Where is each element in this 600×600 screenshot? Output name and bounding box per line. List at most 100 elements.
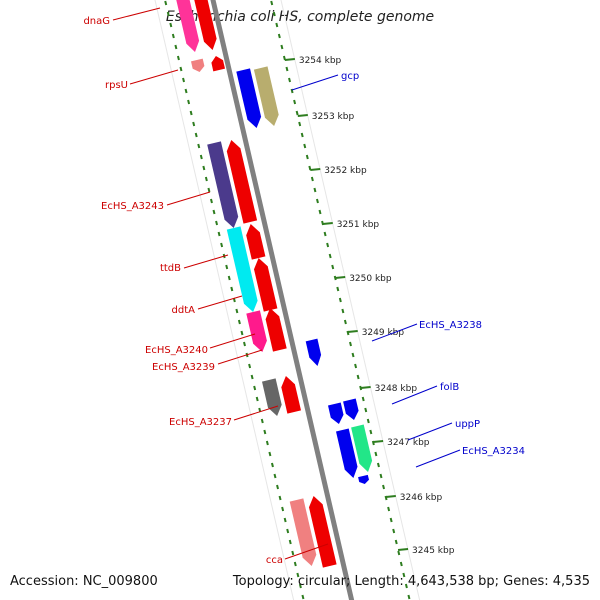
ruler-tick-label: 3248 kbp (375, 384, 418, 394)
gene-uppP-arrow (336, 428, 358, 478)
ruler-tick-label: 3250 kbp (349, 274, 392, 284)
ruler-tick-label: 3251 kbp (337, 220, 380, 230)
left-border-dot (293, 561, 297, 567)
right-border-dot (376, 462, 380, 468)
gene-cca-arrow (309, 496, 337, 568)
right-border-dot (313, 187, 317, 193)
right-border-dot (300, 132, 304, 138)
left-border-dot (273, 473, 277, 479)
right-border-dot (361, 396, 365, 402)
left-border-dot (288, 539, 292, 545)
left-border-dot (278, 495, 282, 501)
right-border-dot (272, 11, 276, 17)
right-border-dot (374, 451, 378, 457)
ruler-tick (297, 114, 308, 117)
left-border-dot (194, 132, 198, 138)
gene-gcp-arrow (236, 68, 262, 128)
gene-EcHS_A3239-arrow (265, 308, 287, 352)
right-border-dot (285, 66, 289, 72)
right-border-dot (280, 44, 284, 50)
gene-label-EcHS_A3237: EcHS_A3237 (169, 417, 232, 428)
ruler-tick-label: 3245 kbp (412, 546, 455, 556)
left-border-dot (255, 396, 259, 402)
right-border-dot (336, 286, 340, 292)
gene-rpsU-arrow (211, 56, 225, 72)
right-border-dot (379, 473, 383, 479)
right-border-dot (310, 176, 314, 182)
left-border-dot (268, 451, 272, 457)
right-border-dot (318, 209, 322, 215)
right-border-dot (275, 22, 279, 28)
left-border-dot (253, 385, 257, 391)
ruler-tick (335, 276, 346, 279)
left-border-dot (230, 286, 234, 292)
gene-label-EcHS_A3240: EcHS_A3240 (145, 345, 208, 356)
left-frame-line (154, 0, 295, 600)
gene-EcHS_A3243-block (207, 141, 239, 228)
genome-backbone (210, 0, 355, 600)
right-border-dot (384, 495, 388, 501)
left-border-dot (291, 550, 295, 556)
left-border-dot (240, 330, 244, 336)
left-border-dot (171, 33, 175, 39)
gene-label-folB-leader (391, 385, 438, 405)
gene-label-ttdB-leader (183, 254, 229, 269)
gene-label-rpsU: rpsU (105, 80, 128, 91)
gene-label-cca: cca (266, 555, 283, 566)
left-border-dot (286, 528, 290, 534)
ruler-tick-label: 3252 kbp (324, 166, 367, 176)
left-border-dot (225, 264, 229, 270)
right-border-dot (364, 407, 368, 413)
right-border-dot (369, 429, 373, 435)
right-border-dot (366, 418, 370, 424)
ruler-tick (397, 548, 409, 551)
left-border-dot (215, 220, 219, 226)
right-border-dot (326, 242, 330, 248)
left-border-dot (184, 88, 188, 94)
right-border-dot (305, 154, 309, 160)
gene-label-EcHS_A3240-leader (209, 333, 256, 349)
right-border-dot (277, 33, 281, 39)
right-border-dot (371, 440, 375, 446)
right-border-dot (397, 550, 401, 556)
right-border-dot (331, 264, 335, 270)
left-border-dot (169, 22, 173, 28)
right-border-dot (399, 561, 403, 567)
left-border-dot (174, 44, 178, 50)
ruler-tick (385, 495, 396, 498)
gene-EcHS_A3234-block (351, 424, 373, 472)
gene-label-gcp-leader (291, 74, 339, 91)
right-border-dot (288, 77, 291, 83)
left-border-dot (237, 319, 241, 325)
ruler-tick (360, 386, 371, 389)
left-border-dot (276, 484, 280, 490)
left-border-dot (166, 11, 170, 17)
right-border-dot (389, 517, 393, 523)
right-border-dot (382, 484, 386, 490)
left-border-dot (227, 275, 231, 281)
left-border-dot (204, 176, 208, 182)
gene-label-uppP-leader (407, 422, 453, 441)
gene-label-EcHS_A3243-leader (166, 191, 211, 206)
right-border-dot (356, 374, 360, 380)
gene-ttdB-arrow (246, 224, 266, 260)
left-border-dot (281, 506, 285, 512)
accession-text: Accession: NC_009800 (10, 574, 158, 589)
left-border-dot (189, 110, 193, 116)
left-border-dot (301, 594, 305, 600)
right-border-dot (328, 253, 332, 259)
right-border-dot (387, 506, 391, 512)
right-border-dot (402, 572, 406, 578)
gene-rpsU-block (191, 58, 205, 72)
ruler-tick (373, 440, 384, 443)
left-border-dot (187, 99, 191, 105)
gene-label-cca-leader (284, 543, 329, 560)
right-border-dot (354, 363, 358, 369)
right-border-dot (303, 143, 307, 149)
gene-gcp-block (253, 66, 279, 126)
ruler-tick-label: 3253 kbp (312, 112, 355, 122)
ruler-tick (310, 168, 321, 171)
left-border-dot (235, 308, 239, 314)
gene-dnaG-block (176, 0, 200, 52)
